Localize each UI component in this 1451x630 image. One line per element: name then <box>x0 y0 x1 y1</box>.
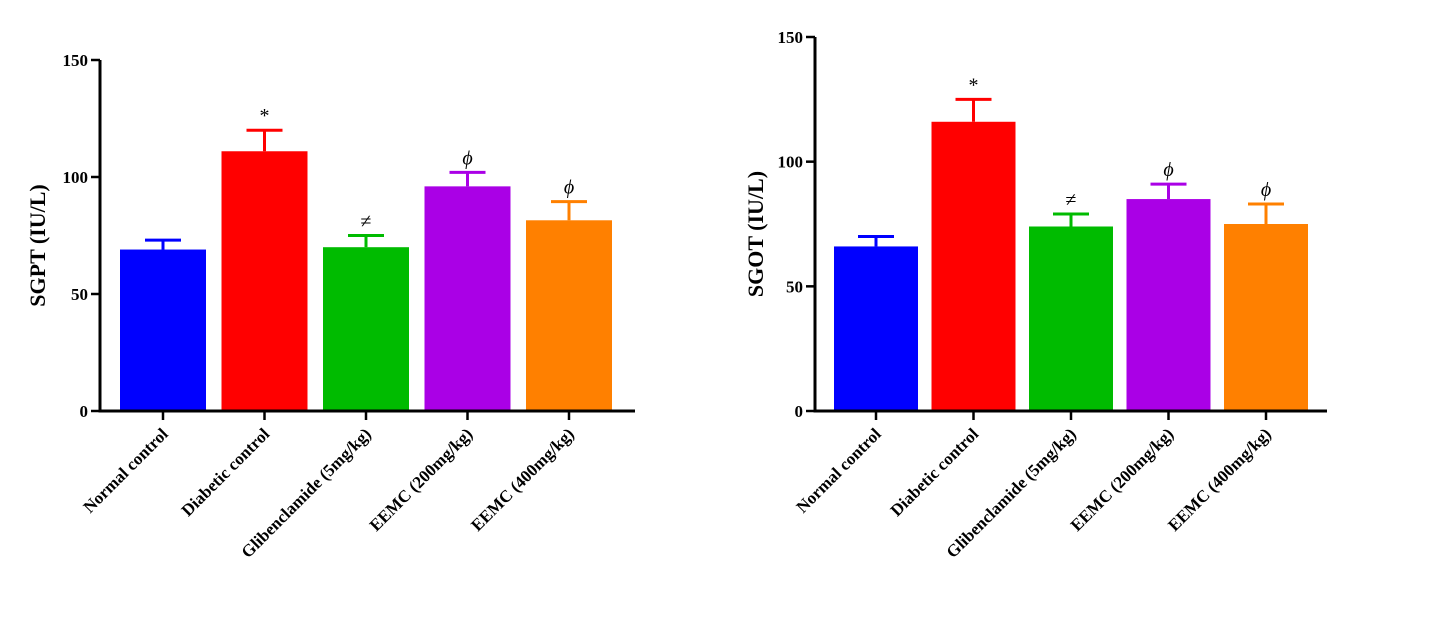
sgpt-category-label-4: EEMC (400mg/kg) <box>467 424 578 535</box>
sgot-category-label-1: Diabetic control <box>887 424 983 520</box>
sgot-bar-3 <box>1126 199 1211 411</box>
sgpt-category-label-0: Normal control <box>79 424 172 517</box>
sgot-chart: Normal control*Diabetic control≠Glibencl… <box>743 28 1327 562</box>
sgpt-y-tick-label-2: 100 <box>63 168 89 187</box>
sgot-significance-label-2: ≠ <box>1066 189 1077 211</box>
sgpt-y-tick-label-1: 50 <box>71 285 88 304</box>
sgot-bar-0 <box>834 246 918 411</box>
sgot-bar-4 <box>1224 224 1308 411</box>
sgpt-category-label-3: EEMC (200mg/kg) <box>366 424 477 535</box>
sgpt-significance-label-4: ϕ <box>564 177 574 199</box>
sgot-y-axis-label: SGOT (IU/L) <box>743 171 768 297</box>
sgot-bar-2 <box>1029 226 1113 411</box>
sgpt-y-tick-label-3: 150 <box>63 51 89 70</box>
sgot-y-tick-label-1: 50 <box>786 277 803 296</box>
sgot-significance-label-1: * <box>969 74 979 96</box>
sgot-y-tick-label-0: 0 <box>795 402 804 421</box>
sgpt-y-axis-label: SGPT (IU/L) <box>25 184 50 306</box>
sgpt-bar-1 <box>221 151 308 411</box>
sgpt-significance-label-3: ϕ <box>462 147 472 169</box>
sgot-y-tick-label-3: 150 <box>778 28 804 47</box>
sgpt-significance-label-1: * <box>260 105 270 127</box>
sgpt-y-tick-label-0: 0 <box>80 402 89 421</box>
sgpt-bar-4 <box>526 220 612 411</box>
sgpt-bar-0 <box>120 249 206 411</box>
sgot-significance-label-3: ϕ <box>1163 159 1173 181</box>
sgot-category-label-4: EEMC (400mg/kg) <box>1164 424 1275 535</box>
sgpt-significance-label-2: ≠ <box>361 211 372 233</box>
sgot-category-label-0: Normal control <box>792 424 885 517</box>
sgot-y-tick-label-2: 100 <box>778 153 804 172</box>
sgot-significance-label-4: ϕ <box>1261 179 1271 201</box>
sgpt-bar-2 <box>323 247 409 411</box>
sgot-bar-1 <box>931 121 1016 412</box>
sgpt-category-label-1: Diabetic control <box>178 424 274 520</box>
sgpt-chart: Normal control*Diabetic control≠Glibencl… <box>25 51 635 562</box>
sgot-category-label-3: EEMC (200mg/kg) <box>1067 424 1178 535</box>
sgpt-bar-3 <box>424 186 511 411</box>
